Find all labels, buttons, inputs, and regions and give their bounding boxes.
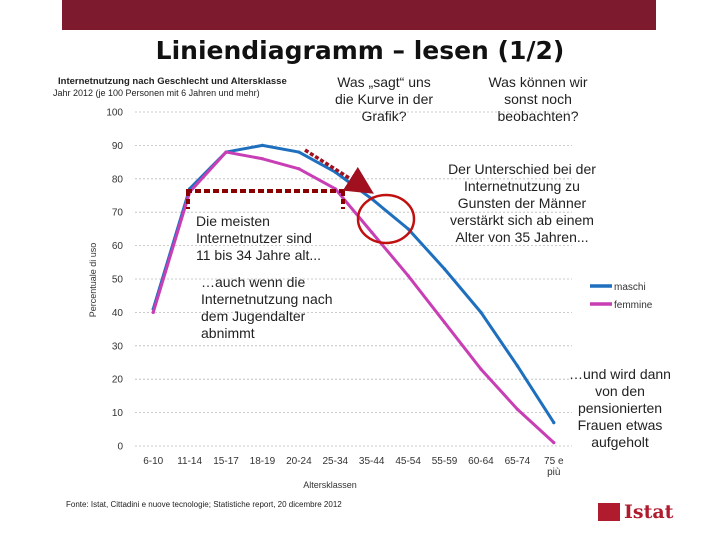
data-point-femmine (515, 407, 519, 411)
y-tick-label: 90 (112, 141, 124, 152)
legend: maschi femmine (590, 282, 653, 311)
data-point-femmine (552, 441, 556, 445)
question-curve: Was „sagt“ uns die Kurve in der Grafik? (334, 74, 434, 124)
x-tick-label: 20-24 (286, 456, 312, 467)
x-tick-label: 35-44 (359, 456, 385, 467)
y-tick-label: 30 (112, 341, 124, 352)
x-tick-label-line2: più (547, 467, 560, 478)
y-tick-label: 70 (112, 208, 124, 219)
x-tick-label: 65-74 (505, 456, 531, 467)
x-tick-label: 25-34 (323, 456, 349, 467)
grid (135, 111, 572, 447)
x-tick-label: 75 e (544, 456, 564, 467)
x-tick-label: 18-19 (250, 456, 276, 467)
annotation-retired: …und wird dann von den pensionierten Fra… (569, 366, 671, 450)
x-tick-label: 60-64 (468, 456, 494, 467)
x-tick-label: 15-17 (213, 456, 239, 467)
y-tick-label: 100 (106, 108, 123, 119)
data-point-femmine (406, 274, 410, 278)
data-point-maschi (479, 310, 483, 314)
y-tick-label: 80 (112, 174, 124, 185)
data-point-maschi (406, 227, 410, 231)
istat-logo-icon (598, 503, 620, 521)
y-tick-label: 40 (112, 308, 124, 319)
data-point-femmine (442, 320, 447, 325)
series-line-femmine (151, 150, 556, 445)
x-tick-label: 6-10 (143, 456, 163, 467)
data-point-maschi (442, 267, 447, 271)
data-point-femmine (297, 167, 301, 171)
y-axis-label: Percentuale di uso (88, 243, 98, 318)
annotation-most-users: Die meisten Internetnutzer sind 11 bis 3… (196, 213, 322, 263)
x-tick-label: 45-54 (395, 456, 421, 467)
x-tick-label: 11-14 (177, 456, 202, 467)
y-tick-label: 20 (112, 375, 124, 386)
x-axis: 6-10 11-14 15-17 18-19 20-24 25-34 35-44 45-54 5… (143, 456, 564, 478)
gap-highlight-circle (356, 193, 416, 245)
data-point-femmine (260, 157, 265, 161)
y-tick-label: 60 (112, 241, 124, 252)
x-axis-label: Altersklassen (303, 480, 357, 490)
data-point-femmine (479, 367, 483, 371)
chart-subtitle: Jahr 2012 (je 100 Personen mit 6 Jahren … (53, 88, 260, 98)
y-tick-label: 50 (112, 275, 124, 286)
data-point-maschi (297, 150, 301, 154)
y-tick-label: 0 (117, 442, 123, 453)
data-point-maschi (552, 421, 556, 425)
data-point-maschi (260, 143, 265, 147)
source-note: Fonte: Istat, Cittadini e nuove tecnolog… (66, 500, 342, 509)
data-point-femmine (151, 310, 155, 314)
annotation-difference: Der Unterschied bei der Internetnutzung … (448, 161, 596, 245)
data-point-maschi (515, 364, 519, 368)
chart-title: Internetnutzung nach Geschlecht und Alte… (58, 76, 287, 87)
slide-title: Liniendiagramm – lesen (1/2) (155, 36, 565, 65)
question-more: Was können wir sonst noch beobachten? (488, 74, 588, 124)
x-tick-label: 55-59 (432, 456, 458, 467)
data-point-femmine (370, 230, 374, 234)
legend-label-femmine: femmine (614, 300, 653, 311)
top-bar (62, 0, 656, 30)
legend-label-maschi: maschi (614, 282, 646, 293)
y-tick-label: 10 (112, 408, 124, 419)
y-axis: 0 10 20 30 40 50 60 70 80 90 100 (106, 108, 123, 453)
gap-arrow (304, 148, 374, 194)
annotation-decline: …auch wenn die Internetnutzung nach dem … (201, 274, 333, 341)
istat-logo: Istat (598, 501, 673, 523)
data-point-femmine (224, 150, 228, 154)
